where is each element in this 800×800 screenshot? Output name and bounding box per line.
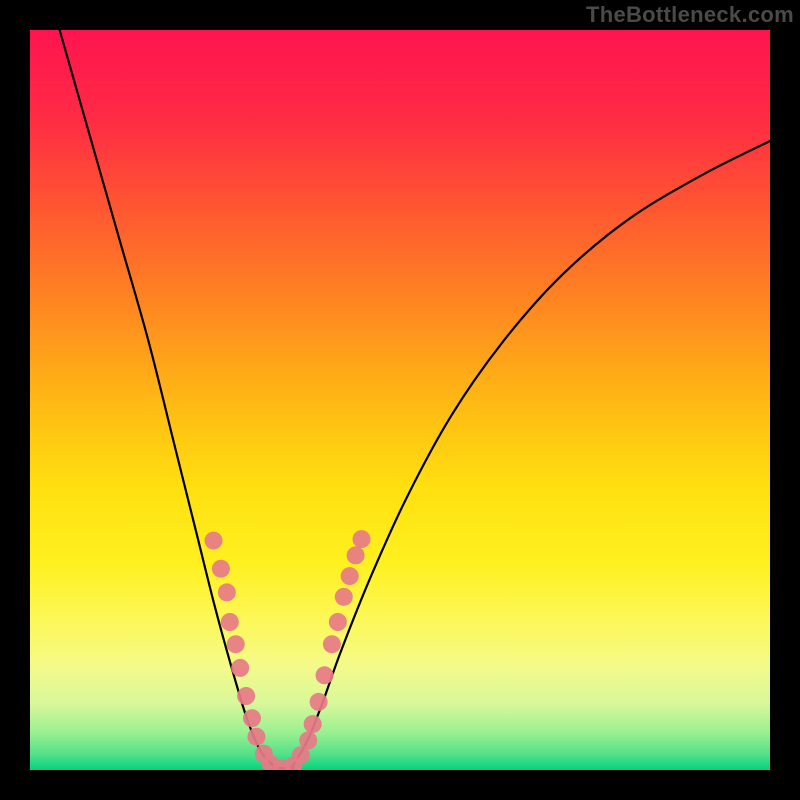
watermark-text: TheBottleneck.com [586,2,794,28]
chart-frame: TheBottleneck.com [0,0,800,800]
background-gradient [30,30,770,770]
plot-area [30,30,770,770]
